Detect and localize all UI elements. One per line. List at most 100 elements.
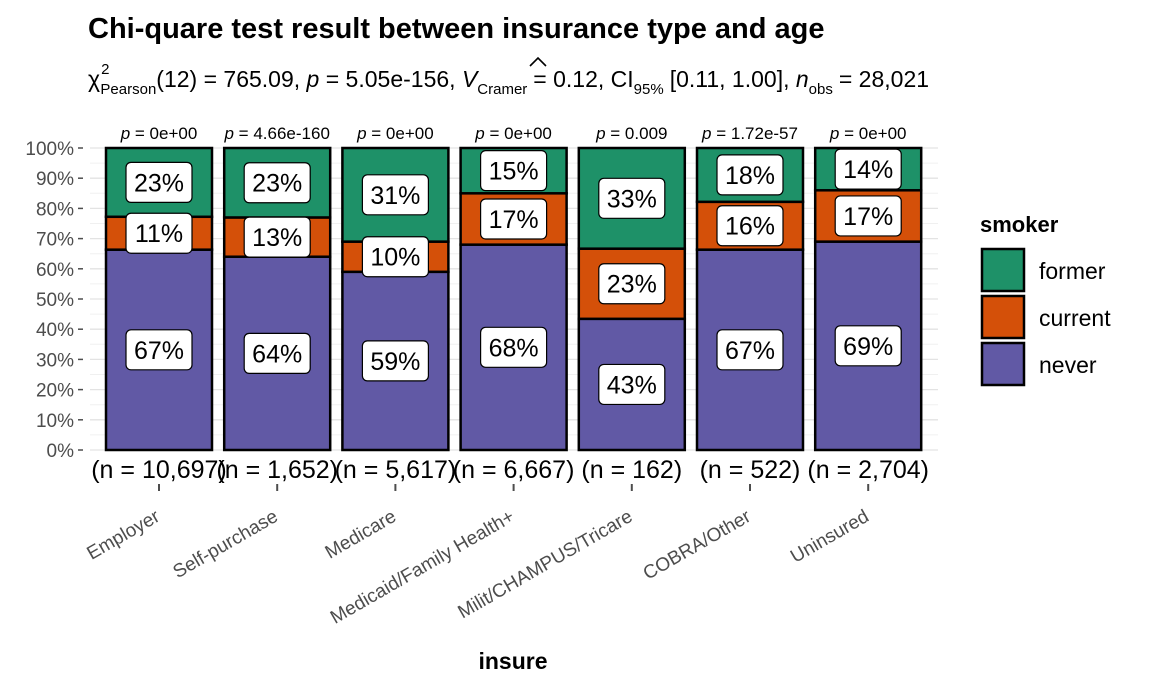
subtitle-chi-sub: Pearson	[100, 81, 156, 98]
segment-label: 23%	[243, 162, 311, 204]
segment-label: 68%	[480, 326, 548, 368]
p-value-text: = 0e+00	[485, 124, 552, 143]
chart-subtitle: χ2 Pearson(12) = 765.09, p = 5.05e-156, V…	[88, 61, 929, 98]
v-hat-icon	[529, 56, 547, 67]
legend-label-former: former	[1039, 258, 1106, 284]
p-value-symbol: p	[829, 124, 839, 143]
y-tick-label: 20%	[36, 381, 74, 402]
segment-label-box	[243, 216, 311, 258]
segment-label-text: 69%	[843, 333, 893, 361]
segment-label-box	[480, 150, 548, 192]
y-tick-label: 90%	[36, 169, 74, 190]
segment-label: 23%	[125, 161, 193, 203]
p-value-label: p = 0e+00	[120, 124, 198, 143]
segment-label-text: 23%	[252, 170, 302, 198]
p-value-text: = 0e+00	[839, 124, 906, 143]
p-value-text: = 0.009	[606, 124, 668, 143]
segment-label: 31%	[361, 174, 429, 216]
p-value-text: = 0e+00	[367, 124, 434, 143]
segment-label: 18%	[716, 154, 784, 196]
legend-label-current: current	[1039, 305, 1111, 331]
segment-label: 10%	[361, 236, 429, 278]
p-value-text: = 0e+00	[130, 124, 197, 143]
segment-label-box	[480, 326, 548, 368]
segment-label: 23%	[598, 263, 666, 305]
y-tick-label: 70%	[36, 230, 74, 251]
segment-label: 13%	[243, 216, 311, 258]
segment-label-box	[125, 329, 193, 371]
y-tick-label: 30%	[36, 350, 74, 371]
segment-label-text: 16%	[725, 213, 775, 241]
subtitle-n-text: = 28,021	[839, 66, 929, 92]
segment-label-text: 64%	[252, 340, 302, 368]
x-axis-title: insure	[478, 648, 547, 674]
legend-title: smoker	[980, 212, 1059, 237]
segment-label-box	[834, 195, 902, 237]
segment-label-box	[716, 205, 784, 247]
x-tick-label: Uninsured	[787, 506, 873, 567]
segment-label-text: 10%	[370, 244, 420, 272]
bar-group	[459, 146, 568, 452]
x-tick-label: COBRA/Other	[640, 506, 755, 585]
bars	[104, 146, 923, 452]
y-axis: 0% 10% 20% 30% 40% 50% 60% 70% 80% 90% 100%	[25, 139, 83, 462]
segment-label-box	[598, 263, 666, 305]
segment-label-box	[598, 363, 666, 406]
subtitle-stat-text: (12) = 765.09,	[156, 66, 300, 92]
y-tick-label: 10%	[36, 411, 74, 432]
subtitle-chi-symbol: χ	[88, 66, 100, 92]
segment-label-text: 31%	[370, 182, 420, 210]
p-value-label: p = 0e+00	[829, 124, 907, 143]
segment-label-box	[716, 329, 784, 371]
segment-label-box	[243, 162, 311, 204]
y-tick-label: 40%	[36, 320, 74, 341]
segment-label-box	[716, 154, 784, 196]
x-tick-label: Employer	[84, 506, 165, 565]
segment-label-box	[480, 198, 548, 240]
segment-label-text: 23%	[607, 271, 657, 299]
n-label: (n = 2,704)	[807, 456, 929, 484]
p-value-label: p = 0e+00	[356, 124, 434, 143]
segment-label-box	[361, 236, 429, 278]
x-axis: Employer Self-purchase MedicareMedicaid/Fa…	[84, 484, 873, 629]
segment-label: 11%	[125, 212, 193, 254]
segment-label-text: 67%	[725, 337, 775, 365]
n-label: (n = 5,617)	[335, 456, 457, 484]
legend-swatch-former	[980, 247, 1026, 293]
segment-label-box	[834, 148, 902, 190]
n-label: (n = 10,697)	[91, 456, 227, 484]
segment-label-box	[125, 161, 193, 203]
segment-label: 67%	[125, 329, 193, 371]
segment-label-box	[243, 332, 311, 374]
y-tick-label: 80%	[36, 199, 74, 220]
n-labels: (n = 10,697)(n = 1,652)(n = 5,617)(n = 6…	[91, 456, 929, 484]
legend: smoker former current never	[980, 212, 1111, 387]
segment-label-text: 68%	[489, 334, 539, 362]
segment-label-text: 43%	[607, 371, 657, 399]
segment-label-text: 67%	[134, 337, 184, 365]
subtitle-n-sub: obs	[809, 81, 833, 98]
segment-label-text: 13%	[252, 224, 302, 252]
subtitle-n-symbol: n	[796, 66, 809, 92]
segment-label: 67%	[716, 329, 784, 371]
segment-label-text: 17%	[489, 206, 539, 234]
chart-title: Chi-quare test result between insurance …	[88, 13, 824, 45]
p-value-text: = 1.72e-57	[711, 124, 798, 143]
p-value-symbol: p	[595, 124, 605, 143]
segment-label: 64%	[243, 332, 311, 374]
segment-label: 17%	[834, 195, 902, 237]
segment-label: 69%	[834, 325, 902, 367]
subtitle-ci-text: [0.11, 1.00],	[670, 66, 790, 92]
p-value-text: = 4.66e-160	[234, 124, 330, 143]
segment-label-box	[598, 177, 666, 219]
n-label: (n = 162)	[581, 456, 682, 484]
subtitle-v-text: = 0.12, CI	[533, 66, 633, 92]
x-tick-label: Self-purchase	[170, 506, 282, 583]
segment-label-text: 17%	[843, 203, 893, 231]
p-value-symbol: p	[223, 124, 233, 143]
segment-label-box	[361, 174, 429, 216]
segment-label-text: 15%	[489, 158, 539, 186]
p-value-label: p = 0.009	[595, 124, 667, 143]
segment-label-box	[361, 340, 429, 382]
